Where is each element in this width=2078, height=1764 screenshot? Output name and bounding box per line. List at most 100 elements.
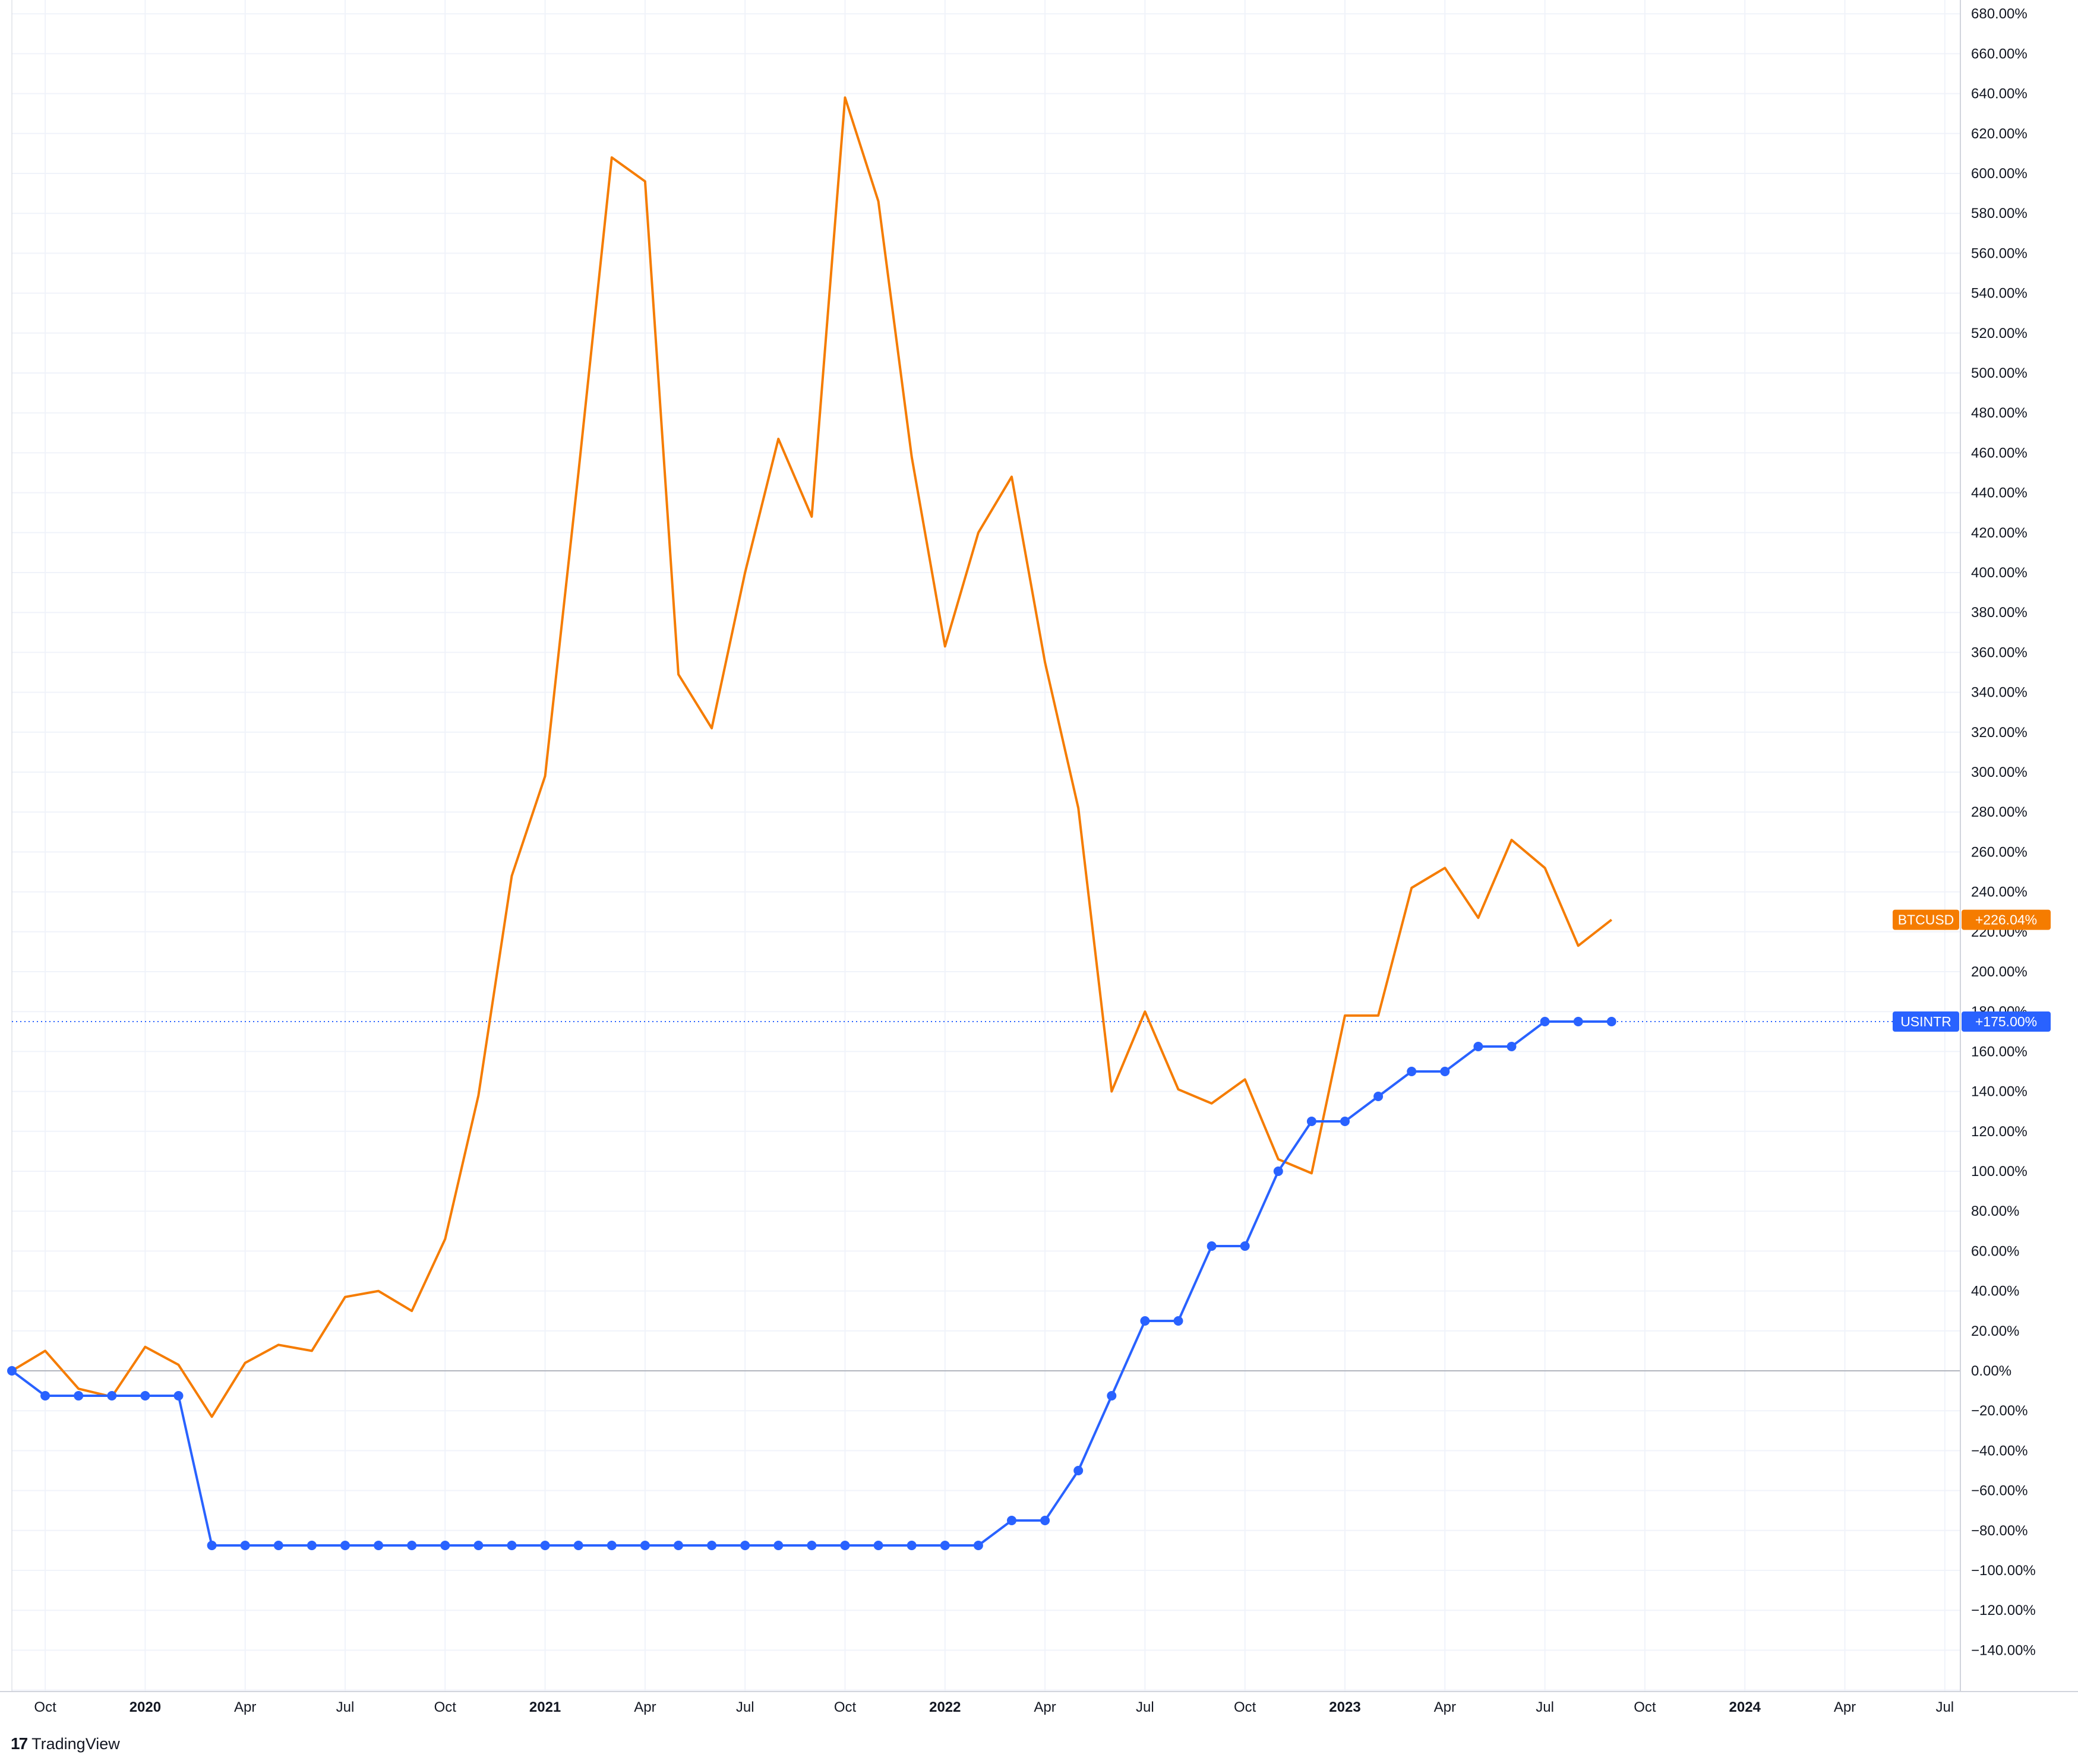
y-tick-label: −120.00% — [1971, 1602, 2036, 1618]
y-tick-label: 600.00% — [1971, 166, 2028, 182]
x-tick-label: 2021 — [529, 1699, 561, 1715]
series-point-usintr — [7, 1366, 17, 1376]
axes — [0, 0, 2078, 1692]
series-point-usintr — [107, 1391, 117, 1401]
y-tick-label: 320.00% — [1971, 725, 2028, 741]
series-point-usintr — [1440, 1067, 1450, 1076]
series-point-usintr — [773, 1541, 784, 1550]
y-tick-label: 420.00% — [1971, 525, 2028, 541]
x-tick-label: Oct — [834, 1699, 857, 1715]
y-tick-label: 460.00% — [1971, 445, 2028, 461]
y-tick-label: 340.00% — [1971, 685, 2028, 701]
y-tick-label: −100.00% — [1971, 1563, 2036, 1579]
series-point-usintr — [440, 1541, 450, 1550]
series-point-usintr — [1140, 1316, 1150, 1326]
y-tick-label: −140.00% — [1971, 1642, 2036, 1658]
y-tick-label: 80.00% — [1971, 1203, 2019, 1219]
series-point-usintr — [1273, 1166, 1283, 1176]
x-tick-label: Oct — [1634, 1699, 1656, 1715]
series-point-usintr — [1240, 1241, 1250, 1251]
series-point-usintr — [140, 1391, 150, 1401]
y-tick-label: −20.00% — [1971, 1403, 2028, 1419]
tradingview-brand[interactable]: 17 TradingView — [11, 1734, 120, 1753]
y-tick-label: 240.00% — [1971, 884, 2028, 900]
series-point-usintr — [240, 1541, 250, 1550]
y-tick-label: 680.00% — [1971, 6, 2028, 22]
series-point-usintr — [740, 1541, 750, 1550]
y-tick-label: 40.00% — [1971, 1284, 2019, 1300]
y-tick-label: 520.00% — [1971, 325, 2028, 342]
y-tick-label: 260.00% — [1971, 844, 2028, 860]
y-tick-label: −80.00% — [1971, 1523, 2028, 1539]
y-tick-label: 440.00% — [1971, 485, 2028, 501]
y-tick-label: 580.00% — [1971, 206, 2028, 222]
x-tick-label: Apr — [1434, 1699, 1456, 1715]
series-point-usintr — [507, 1541, 517, 1550]
x-tick-label: 2020 — [130, 1699, 161, 1715]
y-tick-label: −40.00% — [1971, 1443, 2028, 1459]
x-tick-label: Oct — [1234, 1699, 1256, 1715]
y-tick-label: 120.00% — [1971, 1124, 2028, 1140]
series-point-usintr — [1306, 1117, 1316, 1126]
y-tick-label: −60.00% — [1971, 1483, 2028, 1499]
x-tick-label: Apr — [1834, 1699, 1856, 1715]
x-tick-label: Oct — [34, 1699, 56, 1715]
series-point-usintr — [74, 1391, 84, 1401]
series-point-usintr — [374, 1541, 384, 1550]
y-tick-label: 20.00% — [1971, 1323, 2019, 1339]
series-point-usintr — [607, 1541, 617, 1550]
x-tick-label: Jul — [1935, 1699, 1954, 1715]
y-tick-label: 360.00% — [1971, 644, 2028, 660]
series-point-usintr — [207, 1541, 217, 1550]
y-tick-label: 0.00% — [1971, 1363, 2011, 1379]
y-tick-label: 160.00% — [1971, 1044, 2028, 1060]
series-point-usintr — [707, 1541, 717, 1550]
series-point-usintr — [674, 1541, 683, 1550]
y-tick-label: 200.00% — [1971, 964, 2028, 980]
x-tick-label: 2022 — [929, 1699, 961, 1715]
series-point-usintr — [940, 1541, 950, 1550]
y-tick-label: 640.00% — [1971, 86, 2028, 102]
x-tick-label: Jul — [336, 1699, 355, 1715]
gridlines — [12, 0, 1960, 1692]
x-tick-label: Apr — [634, 1699, 656, 1715]
y-axis-ticks[interactable]: 680.00% 660.00% 640.00% 620.00% 600.00% 580.0… — [1971, 6, 2036, 1658]
badge-name: BTCUSD — [1898, 912, 1954, 928]
x-tick-label: Jul — [1136, 1699, 1154, 1715]
y-tick-label: 540.00% — [1971, 286, 2028, 302]
badge-value-bg — [1962, 1011, 2051, 1032]
badge-name-bg — [1893, 909, 1959, 930]
badge-btcusd: BTCUSD +226.04% — [1893, 909, 2051, 930]
x-tick-label: Jul — [736, 1699, 754, 1715]
x-axis-ticks[interactable]: Oct 2020 Apr Jul Oct 2021 Apr Jul Oct 2022 Apr Jul O… — [34, 1699, 1954, 1715]
series-point-usintr — [540, 1541, 550, 1550]
series-point-usintr — [340, 1541, 350, 1550]
badge-value: +175.00% — [1975, 1014, 2037, 1029]
y-tick-label: 480.00% — [1971, 405, 2028, 421]
series-point-usintr — [173, 1391, 184, 1401]
x-tick-label: Apr — [234, 1699, 256, 1715]
series-point-usintr — [973, 1541, 983, 1550]
y-tick-label: 140.00% — [1971, 1084, 2028, 1100]
series-point-usintr — [473, 1541, 484, 1550]
badge-value-bg — [1962, 909, 2051, 930]
series-line-btcusd — [11, 96, 1613, 1418]
y-tick-label: 500.00% — [1971, 365, 2028, 381]
series-point-usintr — [1040, 1516, 1050, 1525]
tradingview-logo-icon: 17 — [11, 1734, 28, 1753]
series-point-usintr — [840, 1541, 850, 1550]
series-point-usintr — [1207, 1241, 1217, 1251]
series-point-usintr — [573, 1541, 583, 1550]
x-tick-label: 2024 — [1729, 1699, 1761, 1715]
series-point-usintr — [1573, 1017, 1583, 1026]
y-tick-label: 620.00% — [1971, 126, 2028, 142]
series-point-usintr — [1507, 1042, 1517, 1051]
series-point-usintr — [273, 1541, 283, 1550]
series-point-usintr — [1007, 1516, 1016, 1525]
series-point-usintr — [407, 1541, 417, 1550]
y-tick-label: 60.00% — [1971, 1243, 2019, 1259]
x-tick-label: Jul — [1536, 1699, 1554, 1715]
x-tick-label: Apr — [1034, 1699, 1056, 1715]
badge-value: +226.04% — [1975, 912, 2037, 928]
